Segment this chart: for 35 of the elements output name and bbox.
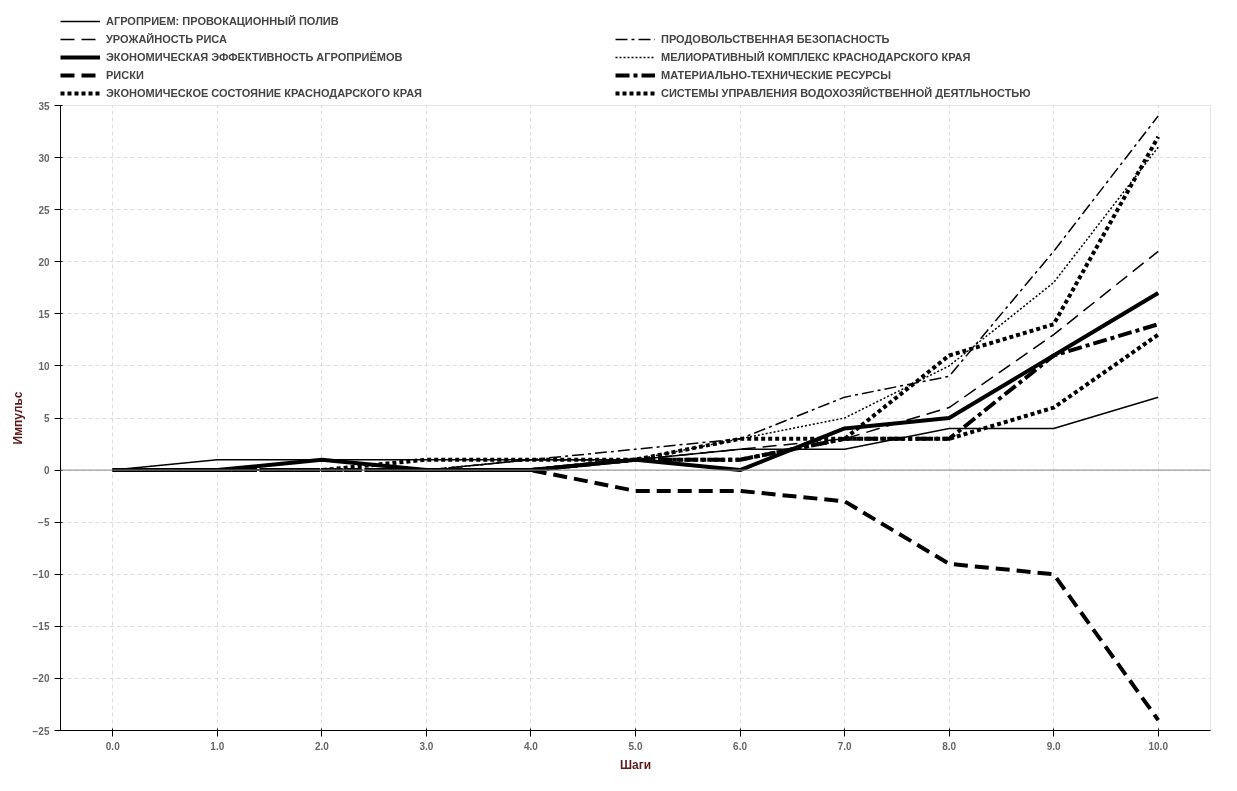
x-tick-label: 4.0 (524, 740, 539, 752)
legend-label: МАТЕРИАЛЬНО-ТЕХНИЧЕСКИЕ РЕСУРСЫ (661, 68, 892, 82)
y-tick-label: 30 (38, 152, 50, 164)
legend-label: СИСТЕМЫ УПРАВЛЕНИЯ ВОДОХОЗЯЙСТВЕННОЙ ДЕЯТЛЬНОСТЬЮ (661, 86, 1031, 100)
y-tick-label: 20 (38, 256, 50, 268)
y-tick-label: 10 (38, 360, 50, 372)
y-tick-label: −20 (32, 673, 50, 685)
y-tick-label: 15 (38, 308, 50, 320)
y-tick-label: 5 (43, 413, 50, 424)
legend-label: УРОЖАЙНОСТЬ РИСА (106, 32, 227, 46)
y-tick-label: −15 (32, 621, 50, 633)
y-axis-title: Импульс (10, 391, 25, 445)
legend-label: ЭКОНОМИЧЕСКОЕ СОСТОЯНИЕ КРАСНОДАРСКОГО КРАЯ (106, 86, 422, 100)
y-tick-label: 0 (43, 465, 50, 477)
y-tick-label: 25 (38, 204, 50, 216)
x-tick-label: 7.0 (837, 740, 852, 752)
x-tick-label: 5.0 (628, 740, 643, 752)
x-tick-label: 10.0 (1148, 740, 1169, 752)
legend-label: МЕЛИОРАТИВНЫЙ КОМПЛЕКС КРАСНОДАРСКОГО КРАЯ (661, 50, 971, 64)
x-axis-title: Шаги (619, 757, 652, 772)
x-tick-label: 9.0 (1046, 740, 1062, 752)
x-tick-label: 3.0 (419, 740, 434, 752)
legend-label: АГРОПРИЕМ: ПРОВОКАЦИОННЫЙ ПОЛИВ (106, 14, 339, 28)
x-tick-label: 1.0 (210, 740, 225, 752)
x-tick-label: 6.0 (733, 740, 748, 752)
legend-label: ПРОДОВОЛЬСТВЕННАЯ БЕЗОПАСНОСТЬ (661, 32, 890, 46)
y-tick-label: −10 (32, 569, 50, 581)
x-tick-label: 2.0 (314, 740, 330, 752)
x-tick-label: 8.0 (942, 740, 957, 752)
y-tick-label: −5 (38, 517, 50, 529)
y-tick-label: 35 (38, 100, 50, 112)
legend-label: РИСКИ (106, 68, 144, 82)
y-tick-label: −25 (32, 725, 50, 737)
x-tick-label: 0.0 (105, 740, 121, 752)
legend-label: ЭКОНОМИЧЕСКАЯ ЭФФЕКТИВНОСТЬ АГРОПРИЁМОВ (106, 50, 403, 64)
